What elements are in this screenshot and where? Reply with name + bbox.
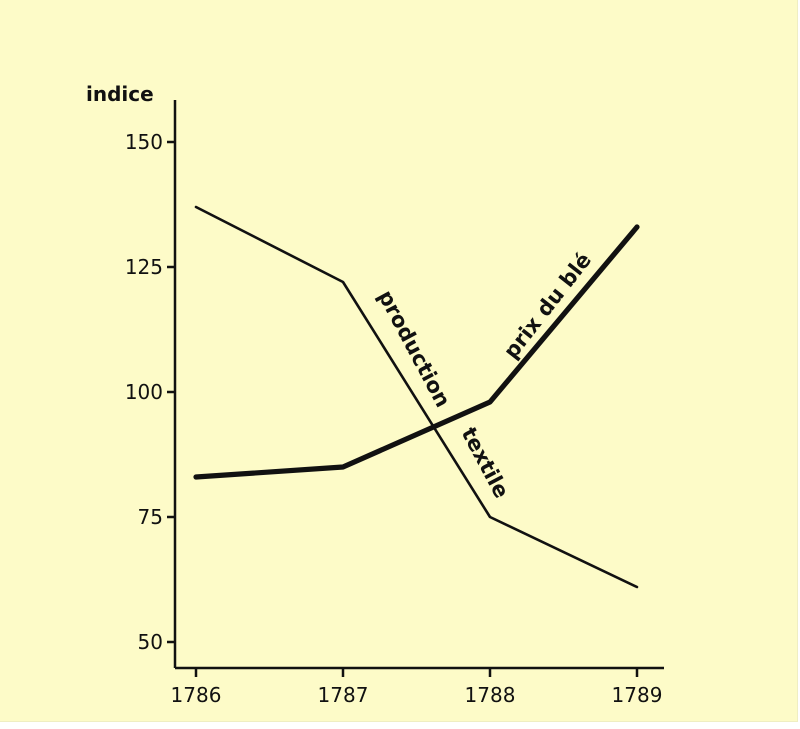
axes: indice: [86, 82, 664, 670]
y-tick-label: 100: [125, 380, 163, 404]
x-ticks: 1786 1787 1788 1789: [171, 668, 663, 707]
y-tick-label: 50: [138, 630, 163, 654]
y-ticks: 50 75 100 125 150: [125, 130, 175, 654]
y-axis-title: indice: [86, 82, 154, 106]
x-tick-label: 1786: [171, 683, 222, 707]
y-tick-label: 150: [125, 130, 163, 154]
x-tick-label: 1787: [318, 683, 369, 707]
series-label-textile: textile: [457, 423, 514, 502]
series-label-prix-du-ble: prix du blé: [499, 248, 596, 363]
x-tick-label: 1788: [465, 683, 516, 707]
series-line-production-textile: [194, 205, 639, 589]
series-lines: [193, 205, 640, 589]
series-line-prix-du-ble: [193, 224, 640, 480]
x-tick-label: 1789: [612, 683, 663, 707]
y-tick-label: 125: [125, 255, 163, 279]
y-tick-label: 75: [138, 505, 163, 529]
